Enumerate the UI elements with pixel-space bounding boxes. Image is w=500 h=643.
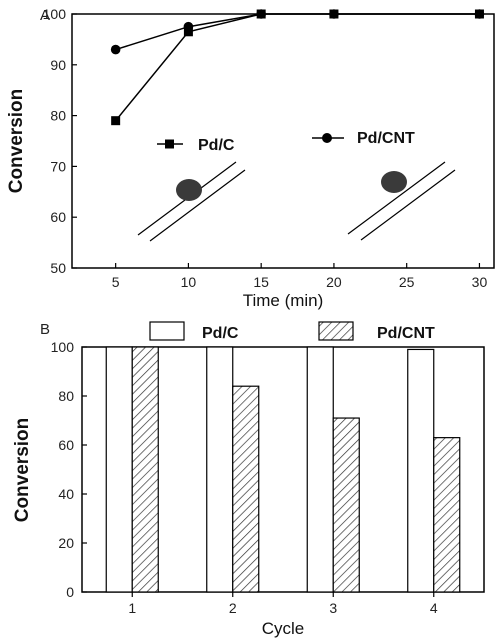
- pd-cnt-schematic-line: [360, 169, 456, 241]
- pd-cnt-schematic: [347, 161, 456, 241]
- x-tick-label: 15: [253, 274, 269, 290]
- panel-a-plot-frame: [71, 13, 495, 269]
- panel-a-y-axis: 50 60 70 80 90 100: [43, 6, 77, 276]
- panel-b-y-axis: 0 20 40 60 80 100: [51, 339, 87, 600]
- data-point-circle: [110, 44, 121, 55]
- panel-b-y-axis-title: Conversion: [12, 418, 33, 523]
- y-tick-label: 50: [50, 260, 66, 276]
- series-line-pd-cnt: [115, 13, 480, 51]
- y-tick-label: 60: [50, 209, 66, 225]
- legend-pd-cnt-swatch: [318, 321, 354, 341]
- bar-pd-c-cycle-3: [306, 346, 334, 593]
- data-point-circle: [474, 9, 485, 19]
- bar-pd-cnt-cycle-1: [131, 346, 159, 593]
- x-tick-label: 20: [326, 274, 342, 290]
- data-point-square: [183, 27, 193, 37]
- panel-b-legend: Pd/C Pd/CNT: [149, 321, 435, 342]
- panel-b-letter: B: [40, 321, 50, 338]
- legend-pd-c: Pd/C: [157, 137, 235, 154]
- x-tick-label: 4: [430, 600, 438, 616]
- panel-a-x-axis-title: Time (min): [243, 291, 324, 310]
- x-tick-label: 1: [128, 600, 136, 616]
- panel-b-bars: [105, 346, 461, 593]
- pd-particle: [176, 179, 202, 201]
- bar-pd-c-cycle-1: [105, 346, 133, 593]
- data-point-square: [111, 116, 121, 126]
- panel-a-series: [110, 9, 485, 126]
- panel-a-x-axis: 5 10 15 20 25 30: [112, 263, 488, 290]
- legend-pd-cnt-marker: [322, 133, 332, 143]
- panel-b-x-axis-title: Cycle: [262, 619, 305, 638]
- data-point-circle: [256, 9, 266, 19]
- y-tick-label: 100: [51, 339, 75, 355]
- y-tick-label: 80: [50, 108, 66, 124]
- legend-pd-c-marker: [165, 139, 174, 149]
- pd-c-schematic: [137, 161, 246, 242]
- y-tick-label: 70: [50, 158, 66, 174]
- data-point-circle: [183, 21, 194, 32]
- x-tick-label: 10: [181, 274, 197, 290]
- data-point-circle: [329, 9, 339, 19]
- panel-a-legend: Pd/C Pd/CNT: [157, 130, 415, 154]
- bar-pd-c-cycle-4: [407, 348, 435, 593]
- legend-pd-cnt-label: Pd/CNT: [357, 130, 415, 147]
- panel-b-plot-frame: [81, 346, 485, 593]
- bar-pd-cnt-cycle-3: [332, 417, 360, 593]
- legend-pd-cnt: Pd/CNT: [318, 321, 435, 342]
- y-tick-label: 90: [50, 57, 66, 73]
- y-tick-label: 60: [58, 437, 74, 453]
- legend-pd-cnt: Pd/CNT: [312, 130, 415, 147]
- y-tick-label: 100: [43, 6, 67, 22]
- y-tick-label: 20: [58, 535, 74, 551]
- pd-cnt-schematic-line: [347, 161, 446, 235]
- x-tick-label: 5: [112, 274, 120, 290]
- legend-pd-c-label: Pd/C: [198, 137, 235, 154]
- panel-a-y-axis-title: Conversion: [6, 89, 27, 194]
- x-tick-label: 3: [329, 600, 337, 616]
- panel-b: B Pd/C Pd/CNT 0 20 40 60 80 100 1 2 3 4 Conversi…: [12, 321, 485, 638]
- panel-a-letter: A: [40, 7, 50, 24]
- pd-particle: [381, 171, 407, 193]
- legend-pd-c-swatch: [149, 321, 185, 341]
- x-tick-label: 30: [472, 274, 488, 290]
- y-tick-label: 80: [58, 388, 74, 404]
- series-line-pd-c: [115, 13, 480, 122]
- x-tick-label: 25: [399, 274, 415, 290]
- panel-a: A 50 60 70 80 90 100 5 10 15 20 25 30 Conversion T…: [6, 6, 495, 310]
- bar-pd-c-cycle-2: [206, 346, 234, 593]
- y-tick-label: 40: [58, 486, 74, 502]
- legend-pd-cnt-label: Pd/CNT: [377, 325, 435, 342]
- legend-pd-c: Pd/C: [149, 321, 239, 342]
- bar-pd-cnt-cycle-2: [232, 385, 260, 593]
- x-tick-label: 2: [229, 600, 237, 616]
- legend-pd-c-label: Pd/C: [202, 325, 239, 342]
- bar-pd-cnt-cycle-4: [433, 437, 461, 593]
- panel-b-x-axis: 1 2 3 4: [128, 592, 438, 616]
- y-tick-label: 0: [66, 584, 74, 600]
- pd-c-schematic-line: [149, 169, 246, 242]
